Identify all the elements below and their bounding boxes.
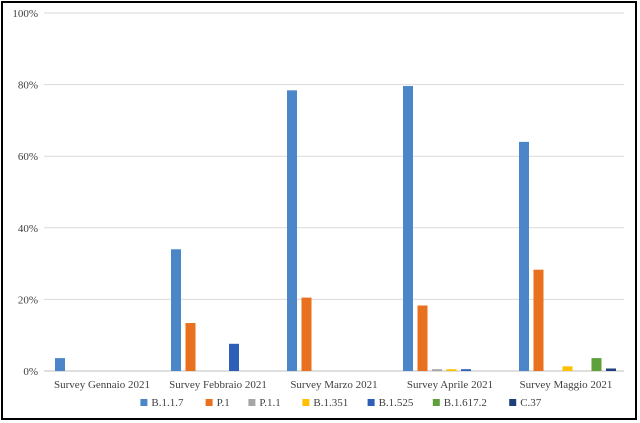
legend-label: B.1.351: [313, 397, 348, 409]
bar: [591, 358, 602, 371]
legend-swatch: [509, 399, 517, 406]
bar: [417, 305, 428, 371]
x-tick-label: Survey Febbraio 2021: [169, 379, 267, 391]
x-axis-ticks: Survey Gennaio 2021 Survey Febbraio 2021 S…: [54, 379, 612, 391]
bar: [533, 269, 544, 371]
bar: [185, 323, 196, 371]
x-tick-label: Survey Gennaio 2021: [54, 379, 150, 391]
y-tick-label: 40%: [18, 223, 38, 235]
y-tick-label: 100%: [12, 8, 38, 20]
legend-label: B.1.617.2: [444, 397, 487, 409]
bar: [171, 249, 181, 371]
bar: [446, 369, 457, 371]
y-tick-label: 20%: [18, 294, 38, 306]
bar: [432, 369, 442, 371]
legend-label: B.1.525: [379, 397, 414, 409]
legend-label: P.1.1: [259, 397, 280, 409]
bar: [606, 368, 616, 371]
bar: [519, 141, 529, 371]
bar: [461, 369, 471, 371]
bars: [55, 86, 616, 372]
x-tick-label: Survey Marzo 2021: [290, 379, 377, 391]
y-tick-label: 80%: [18, 80, 38, 92]
legend-swatch: [248, 399, 256, 406]
legend-swatch: [205, 399, 213, 406]
legend-label: C.37: [520, 397, 542, 409]
legend-swatch: [432, 399, 440, 406]
y-tick-label: 60%: [18, 151, 38, 163]
bar: [229, 343, 239, 371]
bar: [55, 358, 65, 371]
bar: [403, 86, 413, 372]
legend-label: B.1.1.7: [151, 397, 184, 409]
legend-swatch: [367, 399, 375, 406]
y-axis-ticks: 0% 20% 40% 60% 80% 100%: [12, 8, 38, 378]
legend-label: P.1: [217, 397, 230, 409]
x-tick-label: Survey Aprile 2021: [407, 379, 493, 391]
bar: [562, 366, 573, 371]
bar: [301, 297, 312, 371]
y-tick-label: 0%: [23, 366, 38, 378]
x-tick-label: Survey Maggio 2021: [520, 379, 613, 391]
bar: [287, 90, 297, 371]
legend: B.1.1.7 P.1 P.1.1 B.1.351 B.1.525 B.1.617.2 C.…: [140, 397, 542, 409]
legend-swatch: [140, 399, 148, 406]
legend-swatch: [302, 399, 310, 406]
